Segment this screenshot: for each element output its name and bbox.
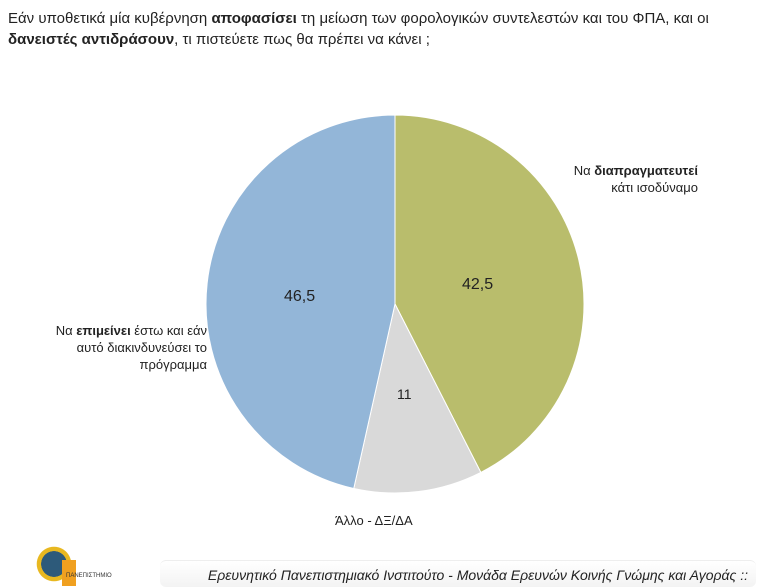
slice-label-negotiate: Να διαπραγματευτεί κάτι ισοδύναμο: [573, 163, 698, 195]
question-title: Εάν υποθετικά μία κυβέρνηση αποφασίσει τ…: [8, 8, 748, 50]
slice-label-other: Άλλο - ΔΞ/ΔΑ: [335, 513, 413, 528]
value-label: 46,5: [284, 288, 316, 305]
value-label: 11: [397, 386, 412, 402]
logo-accent: [62, 560, 76, 586]
logo-text: ΠΑΝΕΠΙΣΤΗΜΙΟ: [66, 573, 112, 579]
footer-bar: Ερευνητικό Πανεπιστημιακό Ινστιτούτο - Μ…: [160, 560, 756, 587]
value-label: 42,5: [462, 276, 494, 293]
slice-label-insist: Να επιμείνει έστω και εάν αυτό διακινδυν…: [55, 323, 207, 372]
question-bold: δανειστές αντιδράσουν: [8, 31, 175, 48]
question-bold: αποφασίσει: [211, 10, 297, 27]
question-text: Εάν υποθετικά μία κυβέρνηση: [8, 10, 212, 27]
question-text: , τι πιστεύετε πως θα πρέπει να κάνει ;: [174, 31, 430, 48]
footer-text: Ερευνητικό Πανεπιστημιακό Ινστιτούτο - Μ…: [207, 567, 748, 583]
pie-slice-2: [205, 114, 396, 490]
pie-slice-1: [353, 302, 482, 494]
pie-slice-0: [394, 114, 585, 474]
question-text: τη μείωση των φορολογικών συντελεστών κα…: [296, 10, 709, 27]
